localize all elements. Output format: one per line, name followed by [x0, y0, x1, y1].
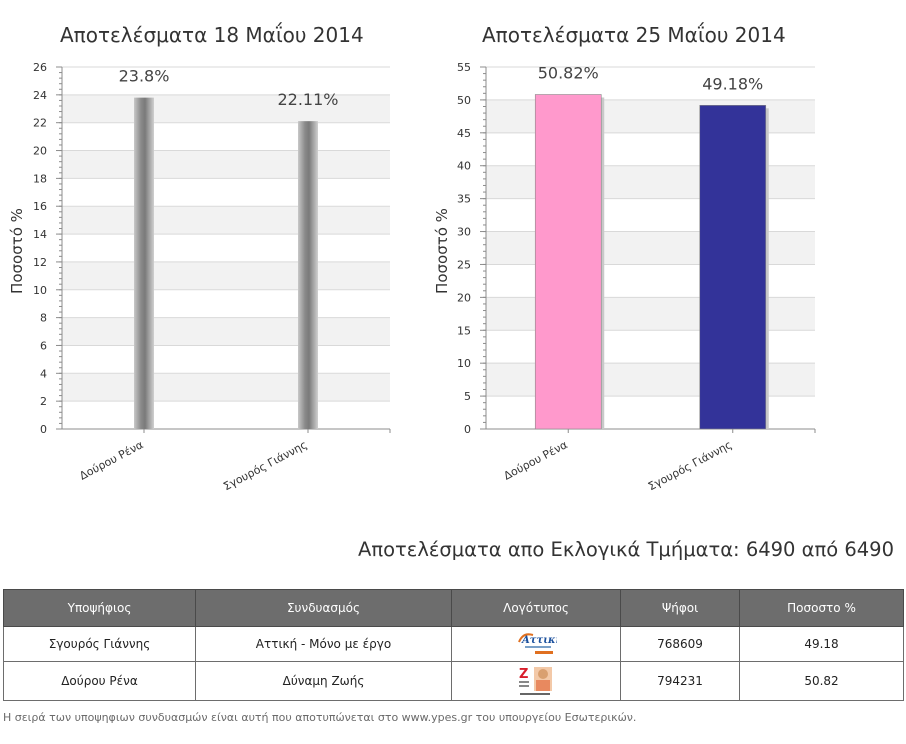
party-cell: Αττική - Μόνο με έργο — [195, 626, 452, 662]
header-votes: Ψήφοι — [620, 589, 740, 627]
chart-may-25: Αποτελέσματα 25 Μαΐου 2014 0 5 10 15 20 25 30 35… — [425, 0, 845, 510]
candidate-cell: Σγουρός Γιάννης — [3, 626, 196, 662]
bar — [699, 105, 767, 430]
table-header-row: Υποψήφιος Συνδυασμός Λογότυπος Ψήφοι Ποσ… — [3, 589, 904, 627]
y-tick-label: 5 — [464, 390, 471, 403]
footnote: Η σειρά των υποψηφιων συνδυασμών είναι α… — [3, 711, 637, 724]
data-label: 49.18% — [702, 74, 763, 93]
y-tick-label: 8 — [40, 312, 47, 325]
y-tick-label: 0 — [40, 423, 47, 436]
table-row: Δούρου Ρένα Δύναμη Ζωής Z 79423 — [3, 661, 904, 701]
chart-title: Αποτελέσματα 25 Μαΐου 2014 — [482, 23, 786, 47]
y-tick-label: 20 — [33, 145, 47, 158]
percent-cell: 49.18 — [739, 626, 904, 662]
logo-cell: Z — [451, 661, 621, 701]
chart-title: Αποτελέσματα 18 Μαΐου 2014 — [60, 23, 364, 47]
results-table: Υποψήφιος Συνδυασμός Λογότυπος Ψήφοι Ποσ… — [3, 589, 904, 701]
svg-text:Z: Z — [519, 667, 528, 682]
y-tick-label: 55 — [457, 61, 471, 74]
percent-cell: 50.82 — [739, 661, 904, 701]
grid-band — [62, 401, 390, 429]
grid-band — [62, 122, 390, 151]
y-tick-label: 4 — [40, 367, 47, 380]
grid-band — [62, 234, 390, 262]
y-tick-label: 45 — [457, 127, 471, 140]
chart-may-18: Αποτελέσματα 18 Μαΐου 2014 0 2 4 6 8 10 12 14 16 1… — [0, 0, 420, 510]
grid-band — [62, 289, 390, 318]
grid-band — [62, 150, 390, 179]
chart-svg: Αποτελέσματα 18 Μαΐου 201402468101214161… — [8, 23, 391, 493]
y-axis-label: Ποσοστό % — [433, 208, 451, 294]
chart-svg: Αποτελέσματα 25 Μαΐου 2014 0 5 10 15 20 25 30 35… — [433, 23, 816, 493]
y-tick-label: 6 — [40, 339, 47, 352]
y-tick-label: 10 — [457, 357, 471, 370]
results-heading: Αποτελέσματα απο Εκλογικά Τμήματα: 6490 … — [358, 538, 894, 561]
y-tick-label: 18 — [33, 172, 47, 185]
table-row: Σγουρός Γιάννης Αττική - Μόνο με έργο Ατ… — [3, 626, 904, 662]
x-tick-label: Σγουρός Γιάννης — [221, 438, 309, 493]
y-tick-label: 12 — [33, 256, 47, 269]
y-tick-label: 10 — [33, 284, 47, 297]
svg-text:Αττική: Αττική — [521, 635, 557, 646]
header-party: Συνδυασμός — [195, 589, 452, 627]
grid-band — [62, 94, 390, 123]
y-tick-label: 15 — [457, 324, 471, 337]
grid-band — [62, 373, 390, 402]
bar — [298, 121, 318, 429]
data-label: 50.82% — [538, 64, 599, 83]
y-tick-label: 30 — [457, 226, 471, 239]
y-tick-label: 16 — [33, 200, 47, 213]
dynami-zois-logo-icon: Z — [516, 664, 556, 698]
y-tick-label: 2 — [40, 395, 47, 408]
grid-band — [62, 178, 390, 207]
header-percent: Ποσοστο % — [739, 589, 904, 627]
data-label: 22.11% — [277, 90, 338, 109]
y-tick-label: 20 — [457, 291, 471, 304]
x-tick-label: Δούρου Ρένα — [502, 438, 570, 482]
grid-band — [62, 317, 390, 346]
grid-band — [62, 345, 390, 374]
header-candidate: Υποψήφιος — [3, 589, 196, 627]
y-tick-label: 24 — [33, 89, 47, 102]
attiki-logo-icon: Αττική — [515, 630, 563, 658]
votes-cell: 768609 — [620, 626, 740, 662]
y-tick-label: 40 — [457, 160, 471, 173]
bar — [534, 94, 602, 430]
y-tick-label: 0 — [464, 423, 471, 436]
y-tick-label: 26 — [33, 61, 47, 74]
grid-band — [62, 261, 390, 290]
party-cell: Δύναμη Ζωής — [195, 661, 452, 701]
votes-cell: 794231 — [620, 661, 740, 701]
y-tick-label: 25 — [457, 258, 471, 271]
header-logo: Λογότυπος — [451, 589, 621, 627]
grid-band — [62, 67, 390, 95]
y-tick-label: 14 — [33, 228, 47, 241]
y-tick-label: 35 — [457, 193, 471, 206]
x-tick-label: Σγουρός Γιάννης — [646, 438, 734, 493]
y-axis-label: Ποσοστό % — [8, 208, 26, 294]
logo-cell: Αττική — [451, 626, 621, 662]
y-tick-label: 50 — [457, 94, 471, 107]
grid-band — [62, 206, 390, 235]
data-label: 23.8% — [119, 67, 170, 86]
x-tick-label: Δούρου Ρένα — [77, 438, 145, 482]
bar — [134, 97, 154, 429]
candidate-cell: Δούρου Ρένα — [3, 661, 196, 701]
y-tick-label: 22 — [33, 117, 47, 130]
